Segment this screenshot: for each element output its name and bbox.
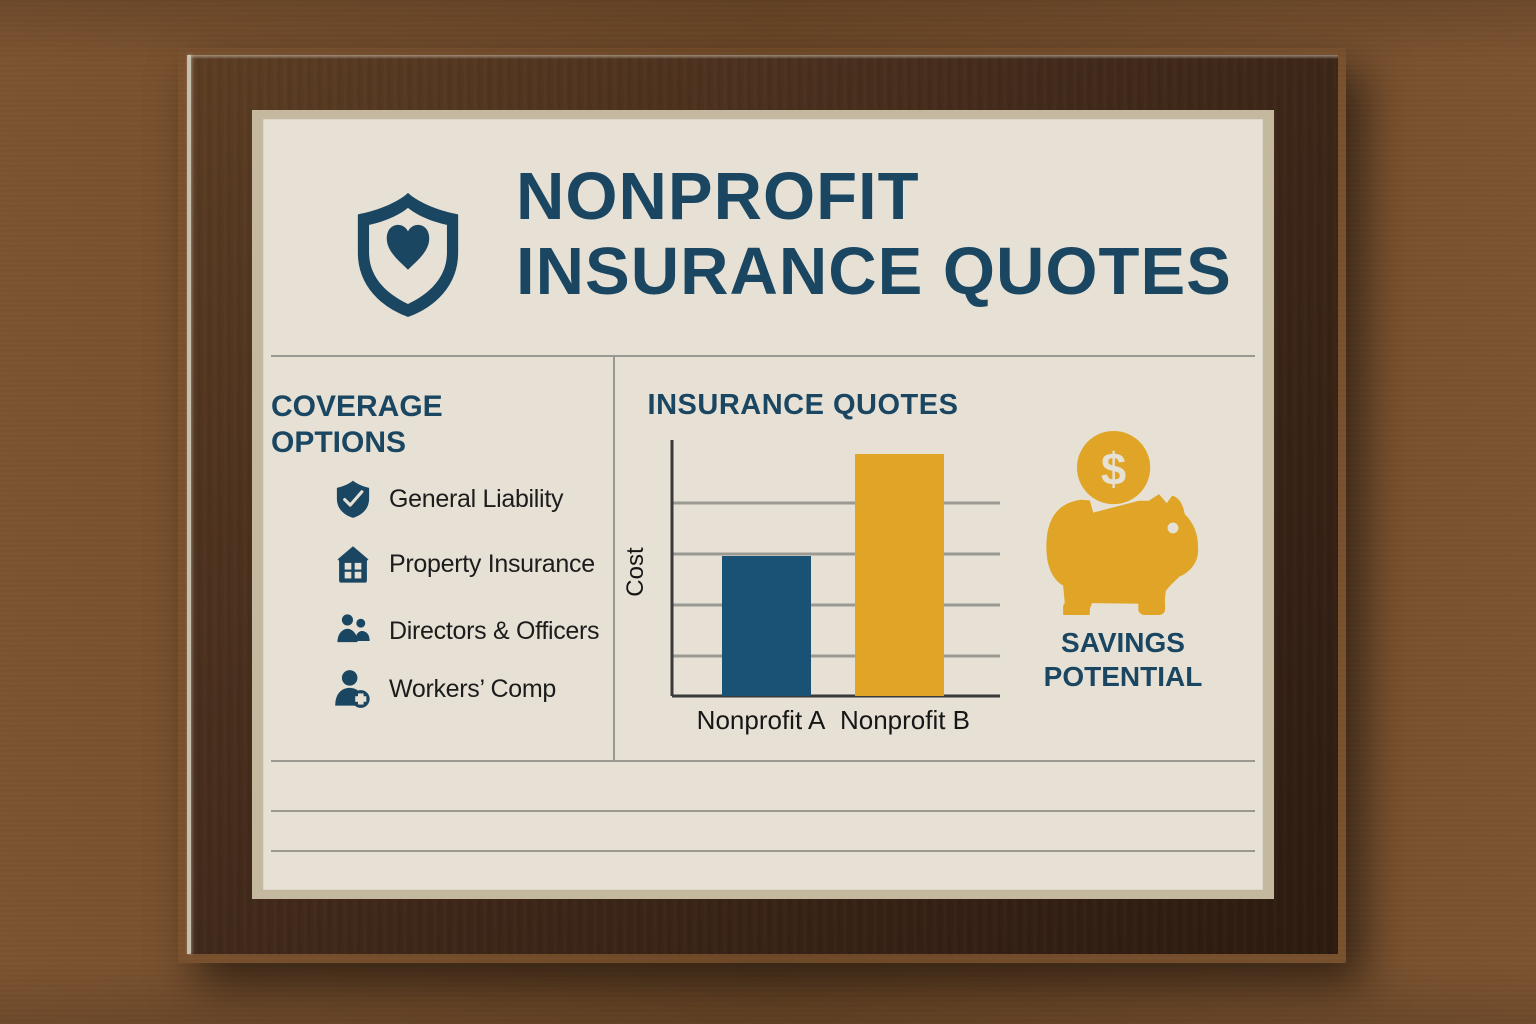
svg-text:Nonprofit A: Nonprofit A xyxy=(697,705,826,735)
svg-text:$: $ xyxy=(1101,443,1126,494)
svg-text:Cost: Cost xyxy=(622,547,649,597)
svg-text:Nonprofit B: Nonprofit B xyxy=(840,705,970,735)
